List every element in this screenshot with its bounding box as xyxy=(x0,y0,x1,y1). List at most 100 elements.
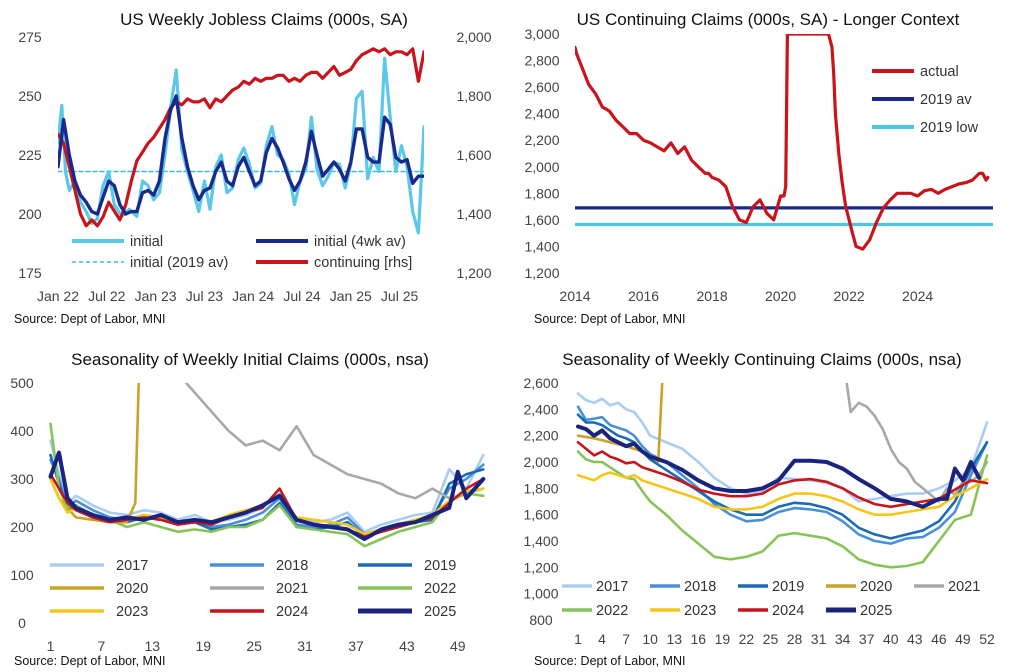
y-tick-label: 1,800 xyxy=(523,480,558,496)
series-line xyxy=(575,34,990,251)
y-tick-label: 1,400 xyxy=(523,533,558,549)
legend-label: initial xyxy=(130,234,163,250)
legend: 2017 2018 2019 2020 2021 2022 2023 2024 2025 xyxy=(50,558,456,620)
y2-tick-label: 2,000 xyxy=(456,29,491,45)
legend-label: 2018 xyxy=(276,558,308,574)
legend-label: 2024 xyxy=(276,604,308,620)
y-tick-label: 1,200 xyxy=(523,559,558,575)
x-tick-label: 2020 xyxy=(765,288,796,304)
series-line xyxy=(576,424,981,509)
x-tick-label: 19 xyxy=(195,638,211,654)
panel-us-weekly-jobless-claims: US Weekly Jobless Claims (000s, SA) Sour… xyxy=(14,10,492,326)
x-tick-label: 25 xyxy=(246,638,262,654)
legend-label: 2025 xyxy=(860,603,892,619)
legend-label: 2024 xyxy=(772,603,804,619)
x-tick-label: 2018 xyxy=(696,288,727,304)
legend-label: 2025 xyxy=(424,604,456,620)
legend-label: 2017 xyxy=(596,579,628,595)
x-tick-label: 49 xyxy=(955,631,971,647)
x-tick-label: 43 xyxy=(399,638,415,654)
y-tick-label: 300 xyxy=(10,471,34,487)
x-tick-label: Jan 24 xyxy=(232,288,274,304)
y-tick-label: 500 xyxy=(10,375,34,391)
y-tick-label: 100 xyxy=(10,567,34,583)
legend-label: 2019 xyxy=(772,579,804,595)
x-tick-label: 13 xyxy=(666,631,682,647)
x-tick-label: 19 xyxy=(715,631,731,647)
legend-label: 2020 xyxy=(860,579,892,595)
x-tick-label: 16 xyxy=(691,631,707,647)
y-tick-label: 2,800 xyxy=(524,53,559,69)
y-tick-label: 250 xyxy=(18,88,42,104)
series-line xyxy=(58,56,424,235)
chart-title: US Continuing Claims (000s, SA) - Longer… xyxy=(577,10,960,29)
x-tick-label: 25 xyxy=(763,631,779,647)
y-tick-label: 200 xyxy=(18,206,42,222)
x-tick-label: 49 xyxy=(450,638,466,654)
y-tick-label: 1,600 xyxy=(524,212,559,228)
legend-label: 2023 xyxy=(684,603,716,619)
panel-us-continuing-claims-longer-context: US Continuing Claims (000s, SA) - Longer… xyxy=(524,10,993,326)
chart-title: US Weekly Jobless Claims (000s, SA) xyxy=(120,10,408,29)
source-note: Source: Dept of Labor, MNI xyxy=(14,312,165,326)
series-line xyxy=(185,383,485,500)
y-tick-label: 200 xyxy=(10,519,34,535)
legend-label: 2022 xyxy=(596,603,628,619)
x-tick-label: Jan 23 xyxy=(135,288,177,304)
y-tick-label: 275 xyxy=(18,29,42,45)
x-tick-label: 7 xyxy=(98,638,106,654)
x-tick-label: 2022 xyxy=(834,288,865,304)
y-tick-label: 1,200 xyxy=(524,265,559,281)
legend-label: continuing [rhs] xyxy=(314,255,412,271)
x-tick-label: 37 xyxy=(348,638,364,654)
y-tick-label: 1,400 xyxy=(524,238,559,254)
x-tick-label: 7 xyxy=(622,631,630,647)
chart-title: Seasonality of Weekly Initial Claims (00… xyxy=(71,350,429,369)
series-line xyxy=(576,450,989,569)
y-tick-label: 400 xyxy=(10,423,34,439)
x-tick-label: Jul 25 xyxy=(381,288,419,304)
series-line xyxy=(576,471,989,517)
x-tick-label: 4 xyxy=(598,631,606,647)
x-tick-label: 34 xyxy=(835,631,851,647)
series-line xyxy=(58,94,424,216)
x-tick-label: 2014 xyxy=(559,288,590,304)
series-line xyxy=(48,450,486,541)
x-tick-label: 1 xyxy=(47,638,55,654)
x-tick-label: 31 xyxy=(811,631,827,647)
x-tick-label: 52 xyxy=(979,631,995,647)
legend: initial initial (4wk av) initial (2019 av)… xyxy=(72,234,412,271)
legend-label: 2019 av xyxy=(920,92,972,108)
y-tick-label: 1,800 xyxy=(524,185,559,201)
x-tick-label: Jul 22 xyxy=(88,288,126,304)
x-tick-label: 31 xyxy=(297,638,313,654)
x-tick-label: Jan 25 xyxy=(330,288,372,304)
y-tick-label: 2,400 xyxy=(523,401,558,417)
series-line xyxy=(576,405,989,545)
x-tick-label: 2024 xyxy=(902,288,933,304)
legend-label: 2019 low xyxy=(920,120,979,136)
x-tick-label: 22 xyxy=(739,631,755,647)
plot-area xyxy=(576,383,989,569)
y-tick-label: 2,000 xyxy=(523,454,558,470)
legend-label: initial (4wk av) xyxy=(314,234,406,250)
y-tick-label: 800 xyxy=(529,612,553,628)
x-tick-label: 10 xyxy=(642,631,658,647)
x-tick-label: 13 xyxy=(145,638,161,654)
panel-seasonality-initial-claims: Seasonality of Weekly Initial Claims (00… xyxy=(10,350,486,668)
plot-area xyxy=(58,47,424,235)
x-tick-label: 2016 xyxy=(628,288,659,304)
legend-label: 2021 xyxy=(276,581,308,597)
x-tick-label: 37 xyxy=(859,631,875,647)
legend-label: 2022 xyxy=(424,581,456,597)
y2-tick-label: 1,400 xyxy=(456,206,491,222)
y2-tick-label: 1,600 xyxy=(456,147,491,163)
legend: 2017 2018 2019 2020 2021 2022 2023 2024 2025 xyxy=(562,579,980,619)
x-tick-label: 1 xyxy=(574,631,582,647)
panel-seasonality-continuing-claims: Seasonality of Weekly Continuing Claims … xyxy=(523,350,995,668)
y-tick-label: 1,000 xyxy=(523,586,558,602)
x-tick-label: Jul 23 xyxy=(186,288,224,304)
y-tick-label: 2,600 xyxy=(524,79,559,95)
legend-label: initial (2019 av) xyxy=(130,255,228,271)
plot-area xyxy=(575,34,993,251)
